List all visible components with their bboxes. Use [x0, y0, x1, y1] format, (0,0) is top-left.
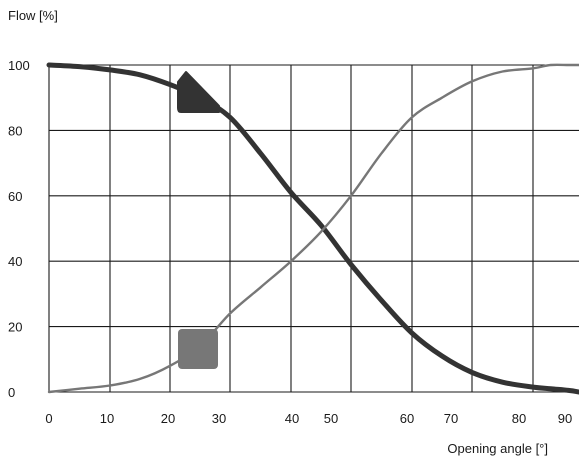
grid	[48, 64, 579, 393]
y-axis-label: Flow [%]	[8, 8, 58, 23]
x-tick-label: 60	[400, 411, 414, 426]
y-tick-label: 40	[8, 254, 22, 269]
series-line-1	[46, 62, 579, 395]
series-lines	[46, 62, 579, 395]
x-tick-label: 70	[444, 411, 458, 426]
x-axis-label: Opening angle [°]	[447, 441, 548, 456]
x-tick-label: 20	[161, 411, 175, 426]
x-tick-label: 10	[100, 411, 114, 426]
x-tick-label: 0	[45, 411, 52, 426]
square-marker	[178, 329, 218, 369]
x-tick-label: 90	[558, 411, 572, 426]
tick-labels: 0 20 40 60 80 100 0 10 20 30 40 50 60 70 80 90	[8, 58, 572, 426]
y-tick-label: 0	[8, 385, 15, 400]
y-tick-label: 60	[8, 189, 22, 204]
x-tick-label: 40	[285, 411, 299, 426]
y-tick-label: 80	[8, 123, 22, 138]
y-tick-label: 20	[8, 320, 22, 335]
series-line-2	[47, 63, 579, 394]
x-tick-label: 50	[324, 411, 338, 426]
triangle-marker	[177, 71, 220, 113]
y-tick-label: 100	[8, 58, 30, 73]
x-tick-label: 30	[212, 411, 226, 426]
series-markers	[177, 71, 220, 369]
x-tick-label: 80	[512, 411, 526, 426]
